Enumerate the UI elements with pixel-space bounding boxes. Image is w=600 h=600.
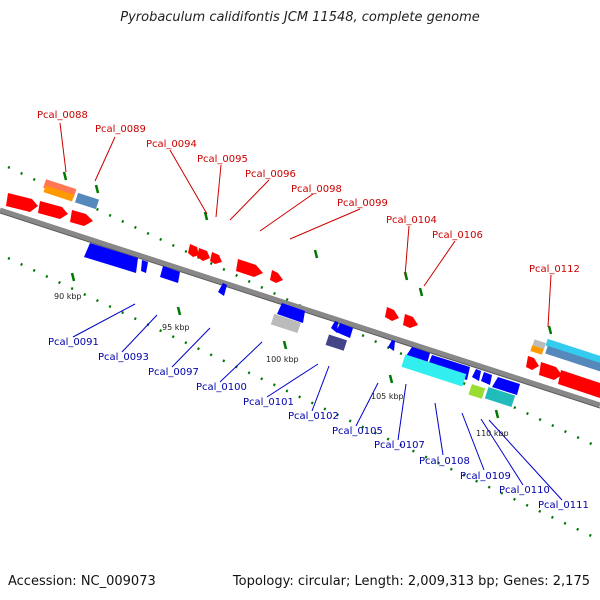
scale-label-90: 90 kbp bbox=[54, 292, 82, 301]
lower-tick-row bbox=[7, 256, 600, 542]
map-title: Pyrobaculum calidifontis JCM 11548, comp… bbox=[120, 10, 480, 25]
gene-label-pcal-0096[interactable]: Pcal_0096 bbox=[245, 169, 296, 180]
gene-reverse-lime[interactable] bbox=[468, 384, 486, 399]
gene-reverse[interactable] bbox=[481, 372, 492, 385]
gene-label-pcal-0088[interactable]: Pcal_0088 bbox=[37, 110, 88, 121]
gene-label-pcal-0110[interactable]: Pcal_0110 bbox=[499, 485, 550, 496]
gene-forward[interactable] bbox=[403, 314, 418, 328]
gene-reverse[interactable] bbox=[472, 369, 481, 381]
gene-reverse[interactable] bbox=[141, 260, 148, 273]
gene-forward-gray[interactable] bbox=[532, 339, 546, 350]
gene-reverse-navy[interactable] bbox=[325, 334, 348, 351]
reverse-leaders bbox=[72, 303, 563, 501]
gene-label-pcal-0095[interactable]: Pcal_0095 bbox=[197, 154, 248, 165]
gene-label-pcal-0104[interactable]: Pcal_0104 bbox=[386, 215, 437, 226]
gene-forward[interactable] bbox=[236, 259, 263, 277]
gene-reverse[interactable] bbox=[277, 303, 305, 323]
genome-stats-text: Topology: circular; Length: 2,009,313 bp… bbox=[232, 574, 590, 589]
gene-label-pcal-0091[interactable]: Pcal_0091 bbox=[48, 337, 99, 348]
genome-backbone bbox=[0, 207, 600, 408]
gene-forward[interactable] bbox=[539, 362, 562, 380]
gene-forward[interactable] bbox=[526, 356, 539, 370]
gene-forward[interactable] bbox=[270, 270, 283, 283]
gene-forward[interactable] bbox=[197, 248, 210, 261]
gene-forward-cyan[interactable] bbox=[545, 338, 600, 365]
gene-reverse[interactable] bbox=[336, 323, 353, 338]
gene-forward[interactable] bbox=[558, 370, 600, 398]
gene-label-pcal-0105[interactable]: Pcal_0105 bbox=[332, 426, 383, 437]
gene-forward-steel[interactable] bbox=[545, 345, 600, 373]
gene-label-pcal-0111[interactable]: Pcal_0111 bbox=[538, 500, 589, 511]
gene-forward[interactable] bbox=[70, 210, 93, 226]
gene-reverse[interactable] bbox=[388, 340, 395, 351]
gene-reverse-teal[interactable] bbox=[484, 386, 516, 408]
accession-text: Accession: NC_009073 bbox=[8, 574, 156, 589]
gene-forward[interactable] bbox=[210, 252, 222, 264]
gene-label-pcal-0093[interactable]: Pcal_0093 bbox=[98, 352, 149, 363]
forward-genes bbox=[6, 179, 600, 398]
gene-reverse[interactable] bbox=[331, 321, 338, 333]
gene-label-pcal-0112[interactable]: Pcal_0112 bbox=[529, 264, 580, 275]
scale-label-95: 95 kbp bbox=[162, 323, 190, 332]
gene-label-pcal-0106[interactable]: Pcal_0106 bbox=[432, 230, 483, 241]
gene-forward[interactable] bbox=[38, 201, 68, 219]
gene-reverse[interactable] bbox=[84, 243, 138, 273]
gene-label-pcal-0098[interactable]: Pcal_0098 bbox=[291, 184, 342, 195]
gene-forward-steel[interactable] bbox=[74, 192, 100, 210]
gene-reverse-cyan[interactable] bbox=[401, 354, 467, 387]
gene-reverse[interactable] bbox=[160, 266, 180, 283]
gene-reverse[interactable] bbox=[406, 347, 430, 364]
gene-reverse[interactable] bbox=[492, 377, 520, 395]
gene-label-pcal-0101[interactable]: Pcal_0101 bbox=[243, 397, 294, 408]
gene-label-pcal-0094[interactable]: Pcal_0094 bbox=[146, 139, 197, 150]
gene-label-pcal-0108[interactable]: Pcal_0108 bbox=[419, 456, 470, 467]
forward-leaders bbox=[59, 122, 552, 328]
gene-label-pcal-0097[interactable]: Pcal_0097 bbox=[148, 367, 199, 378]
gene-label-pcal-0102[interactable]: Pcal_0102 bbox=[288, 411, 339, 422]
scale-label-110: 110 kbp bbox=[476, 429, 509, 438]
reverse-genes bbox=[84, 243, 520, 408]
gene-forward-orange[interactable] bbox=[530, 345, 544, 355]
gene-forward[interactable] bbox=[385, 307, 399, 321]
gene-forward[interactable] bbox=[6, 193, 38, 212]
scale-label-105: 105 kbp bbox=[371, 392, 404, 401]
gene-forward-orange[interactable] bbox=[43, 185, 75, 202]
gene-label-pcal-0109[interactable]: Pcal_0109 bbox=[460, 471, 511, 482]
gene-label-pcal-0089[interactable]: Pcal_0089 bbox=[95, 124, 146, 135]
gene-reverse[interactable] bbox=[218, 283, 227, 296]
scale-label-100: 100 kbp bbox=[266, 355, 299, 364]
gene-label-pcal-0099[interactable]: Pcal_0099 bbox=[337, 198, 388, 209]
gene-reverse-gray[interactable] bbox=[270, 313, 301, 334]
major-ticks bbox=[62, 171, 553, 419]
gene-forward[interactable] bbox=[188, 244, 199, 257]
gene-label-pcal-0107[interactable]: Pcal_0107 bbox=[374, 440, 425, 451]
gene-label-pcal-0100[interactable]: Pcal_0100 bbox=[196, 382, 247, 393]
